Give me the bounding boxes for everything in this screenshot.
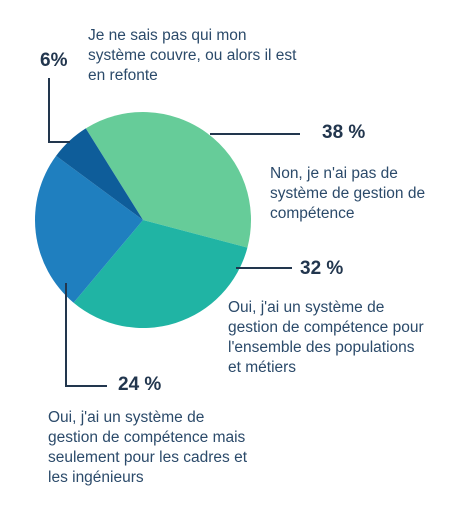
leader-line-6-h	[48, 141, 70, 143]
slice-label-24: Oui, j'ai un système de gestion de compé…	[48, 409, 248, 486]
pie-slice-6	[56, 128, 143, 220]
leader-line-32	[236, 267, 292, 269]
slice-value-32: 32 %	[300, 258, 344, 279]
slice-label-32: Oui, j'ai un système de gestion de compé…	[228, 299, 424, 376]
leader-line-24-h	[65, 385, 107, 387]
slice-label-6: Je ne sais pas qui mon système couvre, o…	[88, 27, 297, 84]
leader-line-6	[48, 78, 50, 142]
leader-line-24	[65, 283, 67, 387]
pie-slice-38	[85, 111, 252, 248]
pie-slice-24	[35, 155, 144, 303]
slice-value-6: 6%	[40, 50, 68, 71]
slice-value-38: 38 %	[322, 122, 366, 143]
leader-line-38	[210, 133, 300, 135]
pie-slice-32	[73, 220, 248, 328]
slice-label-38: Non, je n'ai pas de système de gestion d…	[270, 165, 426, 222]
slice-value-24: 24 %	[118, 374, 162, 395]
